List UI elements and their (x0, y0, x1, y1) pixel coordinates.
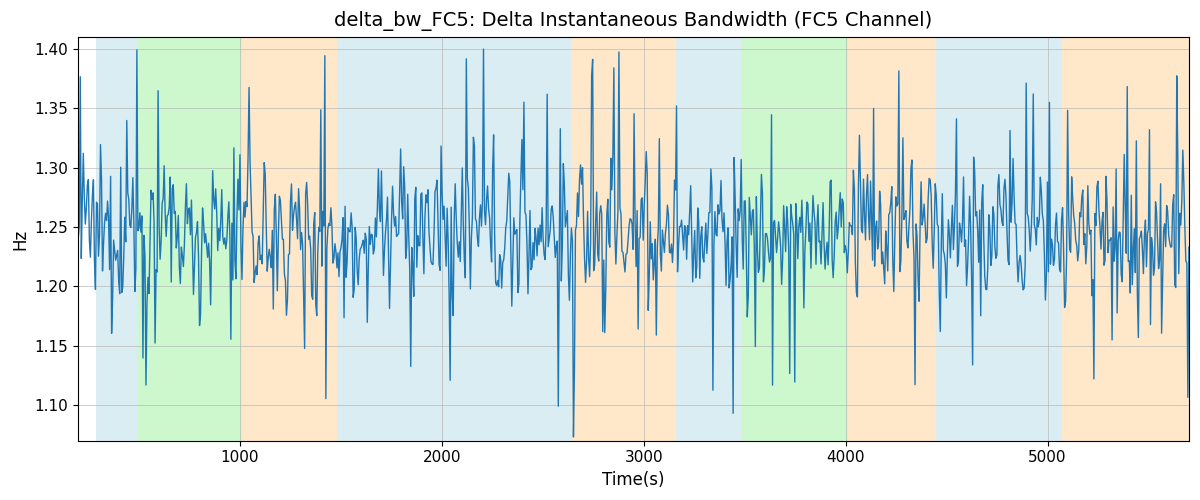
Bar (337, 37, 377, 440)
Bar (137, 37, 242, 440)
Title: delta_bw_FC5: Delta Instantaneous Bandwidth (FC5 Channel): delta_bw_FC5: Delta Instantaneous Bandwi… (335, 11, 932, 31)
Bar (541, 37, 571, 440)
Bar (96, 37, 137, 440)
X-axis label: Time(s): Time(s) (602, 471, 665, 489)
Y-axis label: Hz: Hz (11, 228, 29, 250)
Bar (740, 37, 847, 440)
Bar (1062, 37, 1189, 440)
Bar (936, 37, 1062, 440)
Bar (676, 37, 740, 440)
Bar (377, 37, 541, 440)
Bar (571, 37, 676, 440)
Bar (242, 37, 337, 440)
Bar (847, 37, 936, 440)
